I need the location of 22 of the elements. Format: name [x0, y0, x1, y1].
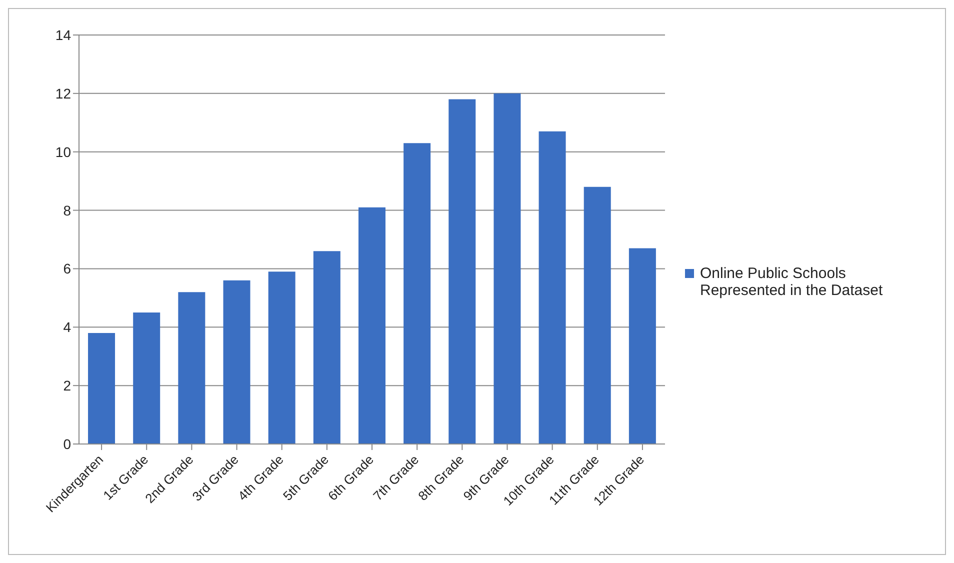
y-tick-label: 14 [55, 26, 72, 43]
y-tick-label: 2 [63, 378, 72, 394]
bar [133, 312, 160, 444]
bar [223, 280, 250, 444]
y-tick-label: 8 [63, 202, 72, 218]
bar [178, 292, 206, 444]
y-tick-label: 12 [55, 85, 72, 102]
bar [494, 93, 521, 444]
bar [404, 143, 431, 444]
y-tick-label: 6 [63, 260, 72, 277]
bar [584, 186, 611, 444]
y-tick-label: 0 [63, 436, 72, 452]
bar [88, 332, 116, 444]
y-tick-label: 4 [63, 319, 72, 336]
y-tick-label: 10 [55, 144, 72, 160]
bar [313, 251, 340, 444]
bar [538, 131, 566, 444]
legend-label: Online Public Schools Represented in the Dataset [700, 264, 884, 298]
bar [358, 207, 386, 444]
bar [448, 99, 476, 444]
bar [268, 272, 296, 444]
bar [628, 248, 656, 444]
